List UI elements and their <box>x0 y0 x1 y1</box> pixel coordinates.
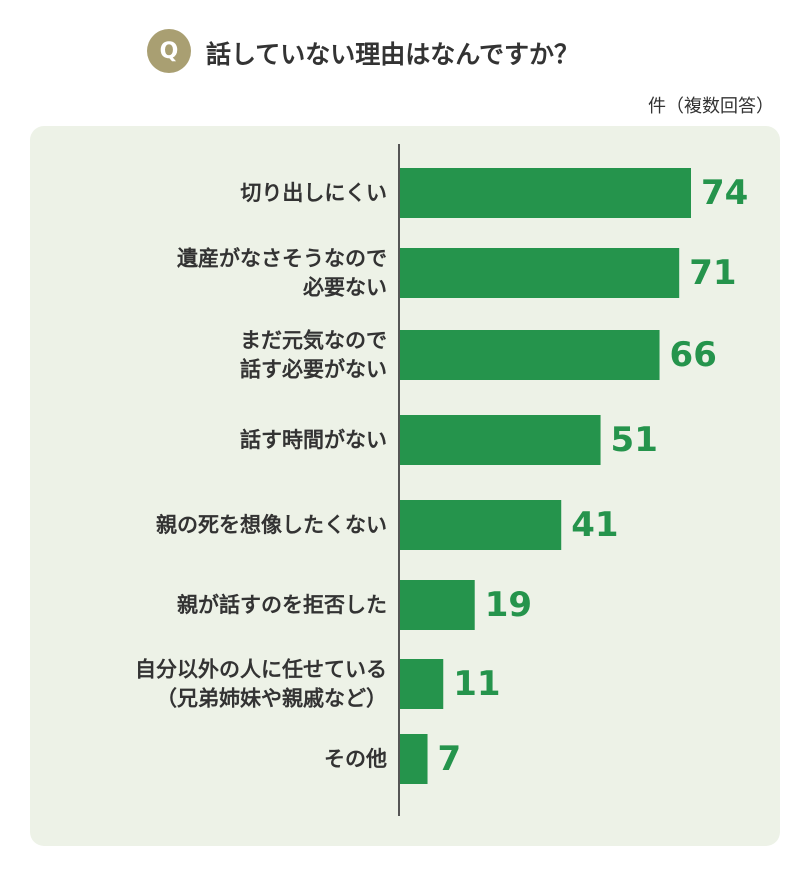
category-label: 切り出しにくい <box>240 181 387 205</box>
category-label: 話す時間がない <box>240 428 387 452</box>
category-label: 話す必要がない <box>240 358 387 382</box>
bar <box>400 415 601 465</box>
value-label: 74 <box>701 173 748 213</box>
value-label: 51 <box>611 420 658 460</box>
value-label: 19 <box>485 585 532 625</box>
bar <box>400 659 444 709</box>
chart-panel <box>30 126 780 846</box>
value-label: 71 <box>689 253 736 293</box>
category-label: （兄弟姉妹や親戚など） <box>156 687 387 711</box>
category-label: 親が話すのを拒否した <box>177 593 387 617</box>
bar <box>400 580 475 630</box>
value-label: 7 <box>438 739 462 779</box>
category-label: その他 <box>324 747 387 771</box>
bar <box>400 330 660 380</box>
value-label: 66 <box>670 335 717 375</box>
question-header: Q 話していない理由はなんですか？ <box>0 29 810 73</box>
question-badge: Q <box>147 29 191 73</box>
bar <box>400 168 691 218</box>
bar <box>400 500 562 550</box>
question-title: 話していない理由はなんですか？ <box>206 40 580 69</box>
value-label: 41 <box>571 505 618 545</box>
category-label: 自分以外の人に任せている <box>135 658 387 682</box>
bar <box>400 734 428 784</box>
unit-label: 件（複数回答） <box>648 96 774 117</box>
value-label: 11 <box>453 664 500 704</box>
category-label: まだ元気なので <box>240 329 387 353</box>
category-label: 親の死を想像したくない <box>156 513 387 537</box>
category-label: 必要ない <box>303 276 387 300</box>
bar <box>400 248 680 298</box>
category-label: 遺産がなさそうなので <box>177 247 387 271</box>
